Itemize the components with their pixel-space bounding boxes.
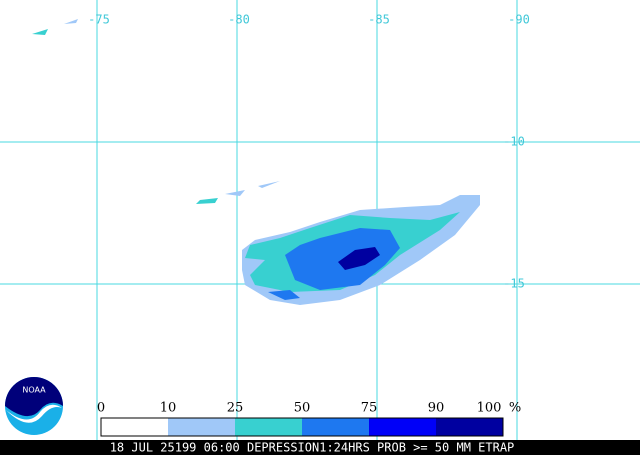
legend-label: 0 [97, 401, 105, 416]
prob-10 [225, 190, 245, 196]
prob-50 [268, 290, 300, 300]
legend-label: 25 [227, 401, 244, 416]
longitude-label: -75 [88, 13, 110, 27]
legend-label: 90 [428, 401, 445, 416]
legend-swatch [436, 418, 503, 436]
latitude-label: -15 [503, 277, 525, 291]
legend-label: 100 [477, 401, 502, 416]
prob-25 [196, 198, 218, 204]
latitude-label: -10 [503, 135, 525, 149]
logo-text: NOAA [22, 386, 46, 395]
legend-swatch [235, 418, 302, 436]
caption: 18 JUL 25199 06:00 DEPRESSION1:24HRS PRO… [110, 441, 515, 455]
legend-frame [100, 417, 504, 437]
legend-unit: % [509, 401, 521, 416]
prob-25 [32, 29, 48, 35]
legend-label: 10 [160, 401, 177, 416]
legend-swatch [369, 418, 436, 436]
legend-swatch [101, 418, 168, 436]
longitude-label: -85 [368, 13, 390, 27]
legend-swatch [168, 418, 235, 436]
legend: 0 10 25 50 75 90 100% [97, 401, 521, 437]
probability-field [32, 19, 480, 305]
prob-10 [64, 19, 78, 24]
grid-labels: -75 -80 -85 -90 -10 -15 [88, 13, 530, 291]
prob-10 [258, 181, 280, 188]
prob-75 [338, 247, 380, 270]
longitude-label: -90 [508, 13, 530, 27]
legend-label: 75 [361, 401, 378, 416]
noaa-logo: NOAA [5, 377, 63, 435]
legend-label: 50 [294, 401, 311, 416]
caption-bar [0, 440, 640, 455]
legend-swatch [302, 418, 369, 436]
logo-sky [5, 377, 63, 417]
logo-bird [6, 404, 62, 423]
longitude-label: -80 [228, 13, 250, 27]
